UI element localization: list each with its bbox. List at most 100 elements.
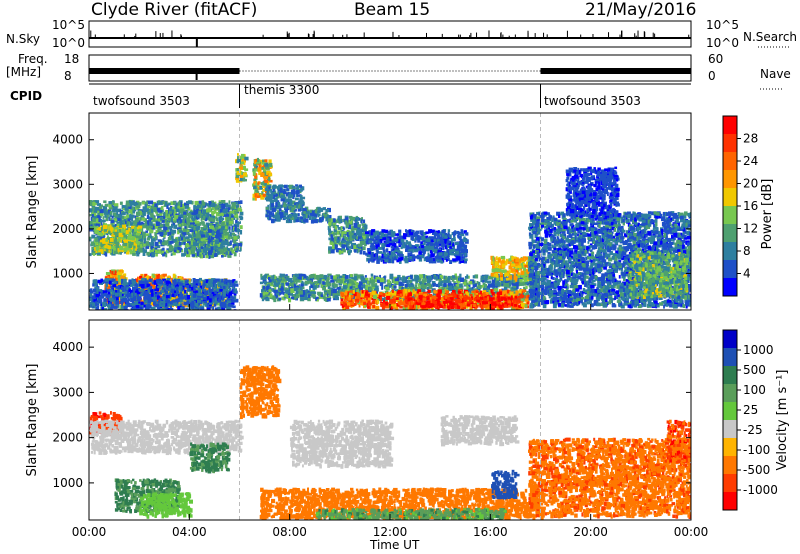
heatmap-cell <box>171 288 176 293</box>
heatmap-cell <box>129 237 133 241</box>
heatmap-cell <box>188 280 191 284</box>
heatmap-cell <box>419 230 424 235</box>
heatmap-cell <box>108 204 112 208</box>
heatmap-cell <box>190 219 193 224</box>
heatmap-cell <box>302 200 305 205</box>
heatmap-cell <box>277 202 281 207</box>
heatmap-cell <box>92 279 97 284</box>
heatmap-cell <box>172 299 176 303</box>
heatmap-cell <box>96 250 101 256</box>
heatmap-cell <box>288 184 293 190</box>
heatmap-cell <box>157 210 163 213</box>
heatmap-cell <box>372 232 375 236</box>
heatmap-cell <box>201 234 206 238</box>
heatmap-cell <box>375 245 380 249</box>
heatmap-cell <box>220 232 224 236</box>
heatmap-cell <box>346 232 349 237</box>
heatmap-cell <box>163 211 166 217</box>
heatmap-cell <box>126 287 130 290</box>
heatmap-cell <box>118 295 121 300</box>
heatmap-cell <box>184 289 187 294</box>
heatmap-cell <box>192 278 196 282</box>
heatmap-cell <box>136 205 141 209</box>
heatmap-cell <box>260 159 263 164</box>
heatmap-cell <box>410 250 413 256</box>
heatmap-cell <box>199 253 202 258</box>
heatmap-cell <box>196 248 201 253</box>
heatmap-cell <box>215 216 218 221</box>
heatmap-cell <box>278 208 282 212</box>
heatmap-cell <box>357 243 363 247</box>
heatmap-cell <box>205 285 209 288</box>
heatmap-cell <box>150 292 154 297</box>
heatmap-cell <box>143 242 146 245</box>
heatmap-cell <box>181 253 185 257</box>
heatmap-cell <box>105 278 110 281</box>
heatmap-cell <box>261 191 264 195</box>
heatmap-cell <box>135 288 138 293</box>
heatmap-cell <box>160 240 162 244</box>
heatmap-cell <box>101 295 105 299</box>
heatmap-cell <box>192 293 197 298</box>
heatmap-cell <box>89 253 92 257</box>
heatmap-cell <box>161 296 166 300</box>
heatmap-cell <box>200 245 203 249</box>
heatmap-cell <box>118 291 122 296</box>
heatmap-cell <box>234 298 239 303</box>
heatmap-cell <box>126 214 130 218</box>
heatmap-cell <box>99 289 104 293</box>
heatmap-cell <box>161 230 165 235</box>
heatmap-cell <box>234 227 237 232</box>
heatmap-cell <box>173 220 177 224</box>
heatmap-cell <box>224 299 228 303</box>
heatmap-cell <box>447 257 450 261</box>
heatmap-cell <box>185 205 189 209</box>
heatmap-cell <box>115 219 118 223</box>
heatmap-cell <box>143 218 147 222</box>
heatmap-cell <box>158 213 163 218</box>
heatmap-cell <box>349 249 352 253</box>
heatmap-cell <box>255 165 259 169</box>
heatmap-cell <box>182 219 185 223</box>
heatmap-cell <box>361 237 365 241</box>
heatmap-cell <box>121 286 125 291</box>
heatmap-cell <box>221 254 224 258</box>
heatmap-cell <box>205 253 209 259</box>
heatmap-cell <box>276 212 279 216</box>
heatmap-cell <box>89 227 94 232</box>
heatmap-cell <box>256 195 262 198</box>
heatmap-cell <box>411 229 414 233</box>
heatmap-cell <box>128 288 131 293</box>
heatmap-cell <box>234 213 239 218</box>
heatmap-cell <box>122 278 127 283</box>
heatmap-cell <box>134 292 137 296</box>
heatmap-cell <box>226 251 229 255</box>
heatmap-cell <box>163 306 167 310</box>
heatmap-cell <box>423 232 427 235</box>
heatmap-cell <box>351 228 354 233</box>
heatmap-cell <box>273 197 278 202</box>
heatmap-cell <box>188 234 193 238</box>
heatmap-cell <box>414 235 418 239</box>
heatmap-cell <box>203 300 208 304</box>
heatmap-cell <box>231 281 234 285</box>
heatmap-cell <box>285 192 289 197</box>
heatmap-cell <box>121 235 124 239</box>
heatmap-cell <box>122 205 127 208</box>
heatmap-cell <box>139 292 143 297</box>
heatmap-cell <box>94 200 100 204</box>
heatmap-cell <box>212 218 215 223</box>
heatmap-cell <box>127 236 130 240</box>
heatmap-cell <box>254 193 257 198</box>
heatmap-cell <box>213 279 217 283</box>
heatmap-cell <box>149 229 154 234</box>
heatmap-cell <box>117 218 121 222</box>
heatmap-cell <box>360 219 363 224</box>
heatmap-cell <box>221 282 224 287</box>
heatmap-cell <box>224 289 229 293</box>
heatmap-cell <box>157 278 162 282</box>
heatmap-cell <box>143 291 148 296</box>
heatmap-cell <box>174 204 178 209</box>
heatmap-cell <box>463 230 467 234</box>
heatmap-cell <box>336 220 340 223</box>
